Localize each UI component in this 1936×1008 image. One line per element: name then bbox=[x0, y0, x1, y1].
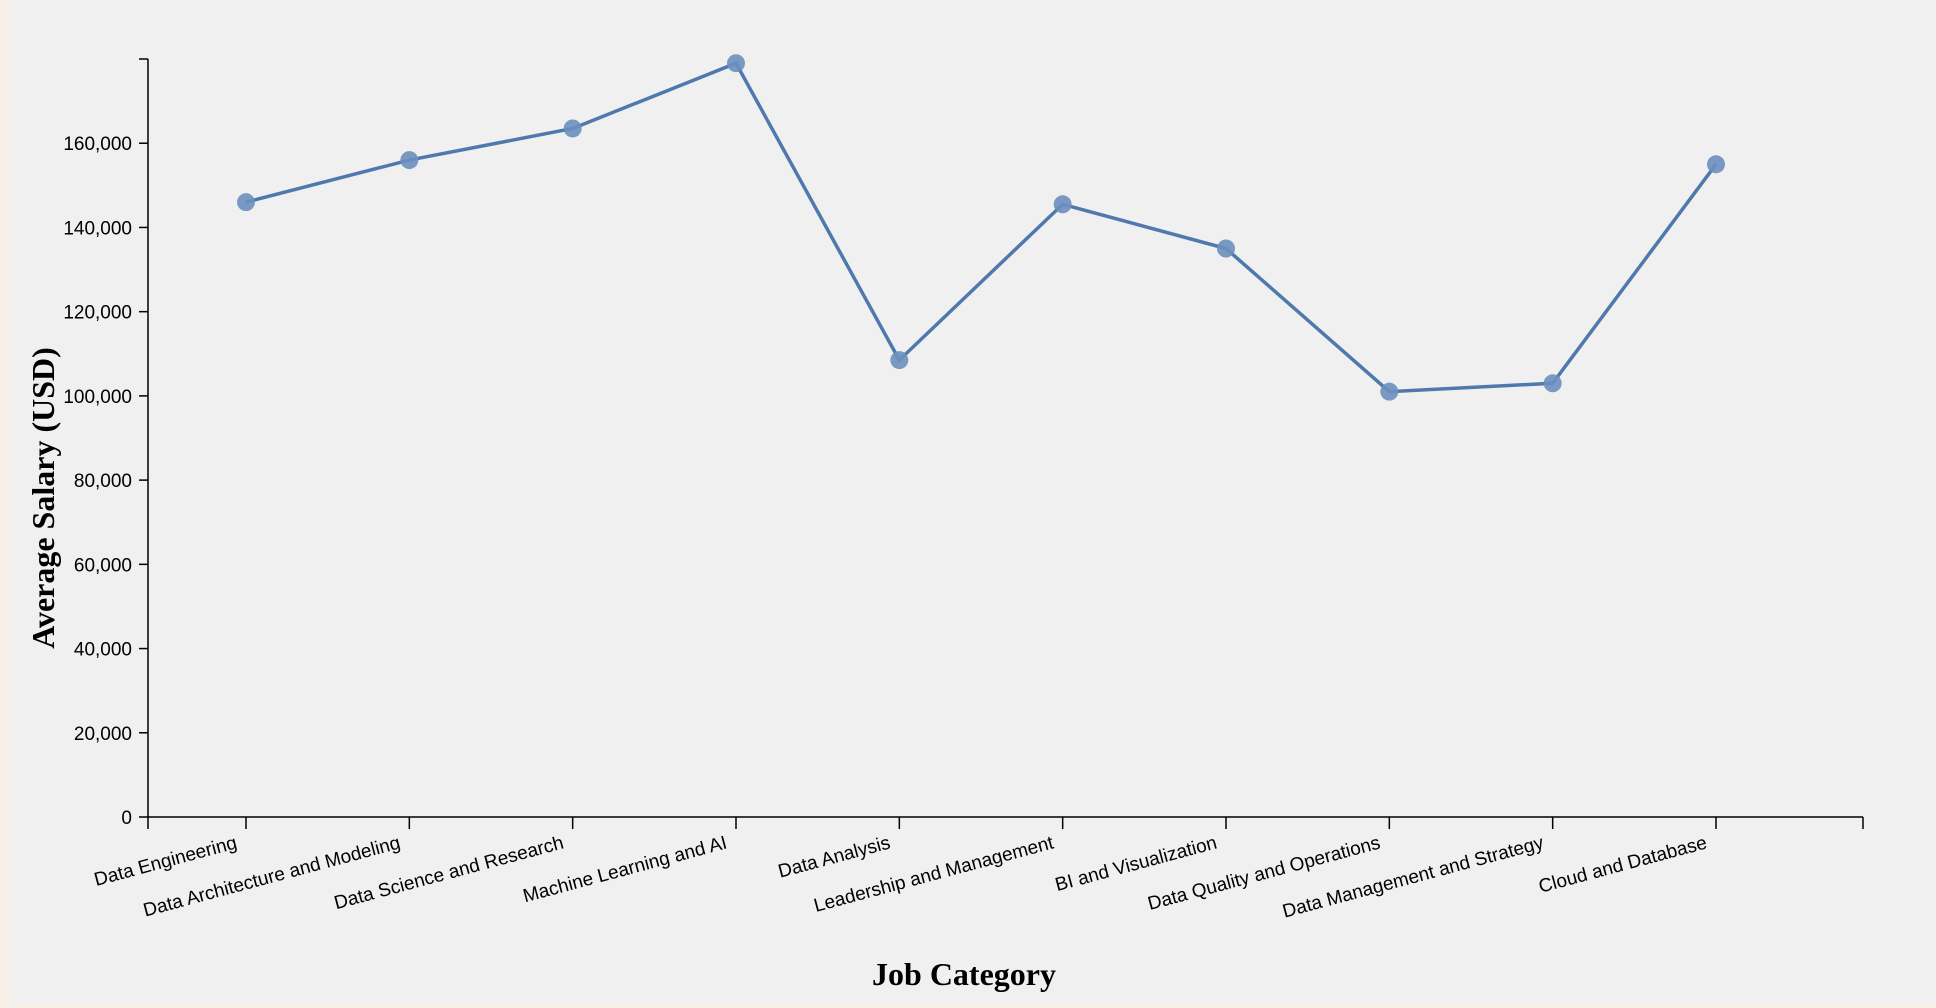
y-tick-label: 120,000 bbox=[63, 303, 132, 324]
data-point[interactable] bbox=[237, 193, 255, 212]
x-tick-label: Cloud and Database bbox=[1537, 833, 1710, 898]
data-point[interactable] bbox=[1380, 382, 1399, 401]
y-tick-label: 20,000 bbox=[74, 724, 132, 745]
x-tick-label: Data Analysis bbox=[776, 833, 893, 883]
y-tick-label: 80,000 bbox=[74, 471, 132, 492]
line-chart: 0 20,000 40,000 60,000 80,000 100,000 120,000 1… bbox=[25, 54, 1864, 992]
data-point[interactable] bbox=[400, 151, 419, 170]
data-point[interactable] bbox=[1217, 239, 1235, 258]
data-point[interactable] bbox=[890, 351, 909, 370]
series-line bbox=[245, 61, 1718, 394]
data-point[interactable] bbox=[727, 54, 745, 73]
y-axis-title: Average Salary (USD) bbox=[25, 347, 61, 649]
x-axis-title: Job Category bbox=[872, 956, 1056, 992]
x-tick-label: Data Management and Strategy bbox=[1280, 832, 1546, 922]
y-axis: 0 20,000 40,000 60,000 80,000 100,000 120,000 1… bbox=[63, 58, 149, 829]
y-tick-label: 60,000 bbox=[74, 555, 132, 576]
data-point[interactable] bbox=[563, 119, 582, 138]
y-tick-label: 0 bbox=[121, 808, 132, 829]
data-point[interactable] bbox=[1707, 155, 1725, 174]
data-point[interactable] bbox=[1053, 195, 1072, 214]
chart-area: 0 20,000 40,000 60,000 80,000 100,000 120,000 1… bbox=[10, 0, 1936, 1004]
y-tick-label: 160,000 bbox=[63, 134, 132, 155]
y-tick-label: 100,000 bbox=[63, 387, 132, 408]
salary-series bbox=[237, 54, 1725, 401]
data-point[interactable] bbox=[1543, 374, 1562, 393]
y-tick-label: 140,000 bbox=[63, 218, 132, 239]
y-tick-label: 40,000 bbox=[74, 640, 132, 661]
